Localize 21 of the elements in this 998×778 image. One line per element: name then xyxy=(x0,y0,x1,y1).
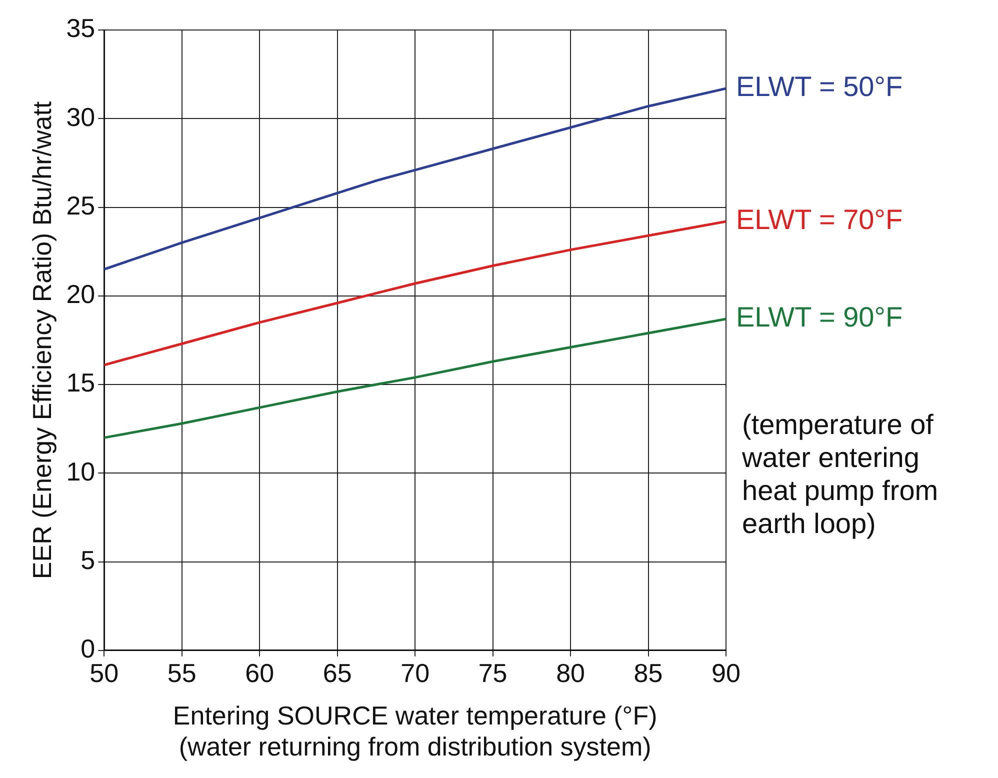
y-tick-label: 35 xyxy=(66,13,96,44)
series-label: ELWT = 90°F xyxy=(736,302,903,333)
y-tick-label: 15 xyxy=(66,368,96,398)
x-tick-label: 85 xyxy=(634,658,663,688)
x-tick-label: 75 xyxy=(478,658,508,688)
y-axis-title: EER (Energy Efficiency Ratio) Btu/hr/watt xyxy=(26,100,57,580)
x-tick-label: 90 xyxy=(712,658,740,688)
text: (temperature of water entering heat pump from earth loop) xyxy=(741,408,938,539)
y-tick-label: 25 xyxy=(66,190,96,220)
x-axis-title: Entering SOURCE water temperature (°F) (water returning from distribution system) xyxy=(172,700,658,762)
series-label: ELWT = 70°F xyxy=(736,204,903,236)
x-tick-label: 70 xyxy=(400,658,430,688)
y-tick-label: 10 xyxy=(66,456,96,486)
x-tick-label: 60 xyxy=(245,658,274,688)
y-tick-label: 30 xyxy=(66,102,96,132)
x-tick-label: 65 xyxy=(322,658,352,688)
y-tick-label: 5 xyxy=(80,544,96,575)
y-tick-label: 20 xyxy=(66,279,96,310)
x-tick-label: 80 xyxy=(556,658,585,688)
series-label: ELWT = 50°F xyxy=(736,71,903,102)
x-tick-label: 55 xyxy=(167,658,196,688)
